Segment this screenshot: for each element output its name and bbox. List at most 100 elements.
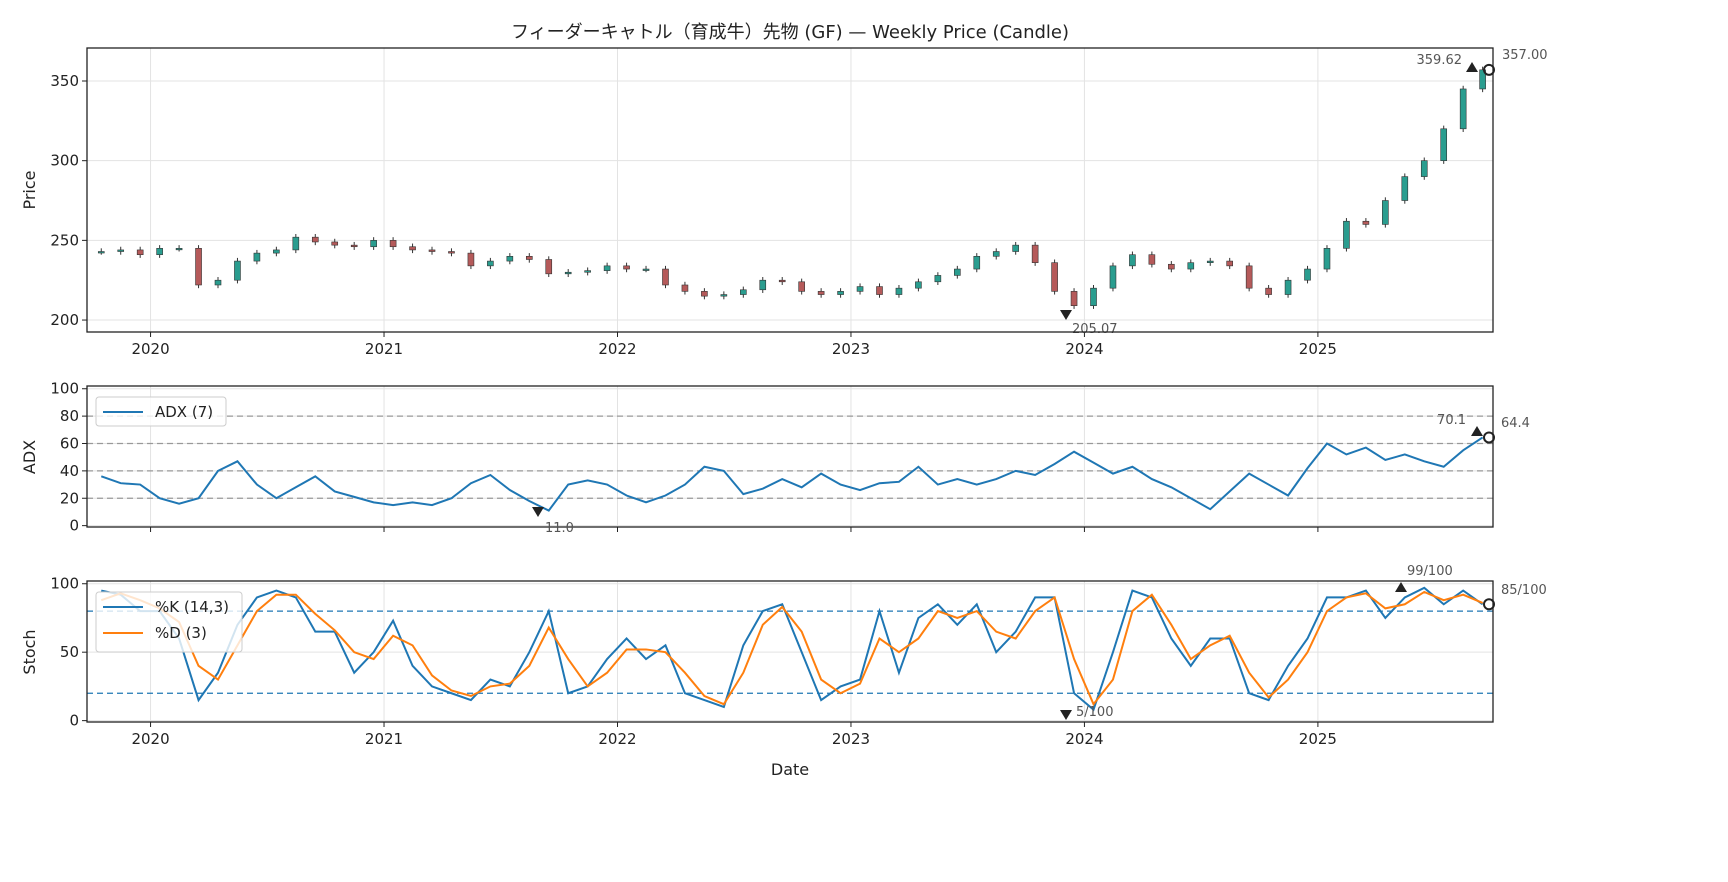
- candle-body: [1070, 291, 1078, 307]
- candle-body: [1420, 160, 1428, 177]
- candle-body: [214, 279, 222, 286]
- candle-body: [175, 248, 183, 251]
- candle-body: [1479, 69, 1486, 90]
- candle-body: [292, 236, 300, 251]
- max-marker: [1466, 62, 1478, 72]
- y-tick-label: 200: [50, 311, 79, 329]
- candle-body: [370, 240, 377, 248]
- candle-body: [584, 270, 591, 273]
- y-tick-label: 80: [60, 407, 79, 425]
- series-line: [100, 436, 1484, 512]
- x-tick-label: 2023: [832, 730, 870, 748]
- candle-body: [195, 248, 202, 286]
- y-tick-label: 300: [50, 152, 79, 170]
- candle-body: [1343, 220, 1350, 249]
- min-marker: [532, 507, 544, 517]
- candle-body: [1382, 200, 1389, 225]
- candle-body: [1090, 287, 1097, 307]
- candle-body: [1109, 265, 1117, 289]
- max-marker: [1471, 426, 1483, 436]
- last-marker: [1483, 431, 1495, 444]
- min-marker: [1060, 310, 1072, 320]
- adx-y-label: ADX: [20, 440, 39, 474]
- candle-body: [798, 281, 805, 292]
- last-annotation: 85/100: [1501, 583, 1547, 598]
- plot-frame: [86, 580, 1494, 723]
- candle-body: [350, 244, 358, 248]
- candle-body: [778, 279, 786, 283]
- y-tick-label: 60: [60, 434, 79, 452]
- y-tick-label: 350: [50, 72, 79, 90]
- candle-body: [545, 259, 553, 275]
- y-tick-label: 50: [60, 643, 79, 661]
- candle-body: [623, 265, 630, 270]
- candle-body: [234, 260, 241, 281]
- candle-body: [1148, 254, 1156, 265]
- candle-body: [525, 255, 533, 260]
- candle-body: [1012, 244, 1019, 252]
- x-axis-label: Date: [771, 760, 809, 779]
- candle-body: [1284, 279, 1292, 295]
- price-y-label: Price: [20, 170, 39, 209]
- candle-body: [1168, 263, 1175, 270]
- max-marker: [1395, 582, 1407, 592]
- candle-body: [1245, 265, 1253, 289]
- y-tick-label: 100: [50, 380, 79, 398]
- stoch-panel: 2020 2021 2022 2023 2024 2025 0 50 100 %K (14,3)%…: [50, 564, 1546, 748]
- candle-body: [1323, 248, 1331, 270]
- candle-body: [934, 275, 942, 283]
- chart-title: フィーダーキャトル（育成牛）先物 (GF) — Weekly Price (Ca…: [511, 22, 1069, 43]
- x-tick-label: 2021: [365, 730, 403, 748]
- candle-body: [895, 287, 903, 295]
- candle-body: [720, 294, 728, 297]
- y-tick-label: 20: [60, 489, 79, 507]
- candle-body: [409, 246, 416, 251]
- candle-body: [603, 265, 611, 271]
- candle-body: [1459, 88, 1467, 130]
- max-annotation: 70.1: [1437, 413, 1466, 428]
- candle-body: [136, 249, 144, 256]
- y-tick-label: 0: [69, 712, 79, 730]
- candle-body: [837, 291, 844, 295]
- candle-body: [1031, 244, 1039, 263]
- candle-body: [1187, 262, 1195, 270]
- legend-box: [95, 396, 227, 427]
- x-tick-label: 2022: [598, 730, 636, 748]
- candle-body: [331, 241, 339, 246]
- candle-body: [117, 249, 125, 252]
- candle-body: [662, 268, 669, 286]
- x-tick-label: 2021: [365, 340, 403, 358]
- candle-body: [467, 252, 475, 267]
- last-marker: [1483, 598, 1495, 611]
- y-tick-label: 40: [60, 462, 79, 480]
- legend-label: %D (3): [155, 624, 207, 642]
- y-tick-label: 0: [69, 517, 79, 535]
- candle-body: [1226, 260, 1233, 267]
- candle-body: [1206, 260, 1214, 263]
- last-annotation: 64.4: [1501, 416, 1530, 431]
- candle-body: [428, 249, 436, 252]
- stoch-y-label: Stoch: [20, 629, 39, 674]
- candle-body: [759, 279, 767, 291]
- min-annotation: 5/100: [1076, 705, 1113, 720]
- candle-body: [1129, 254, 1136, 267]
- adx-panel: 0 20 40 60 80 100 ADX (7) 70.1 11.0 64.4: [50, 380, 1530, 536]
- candle-body: [156, 248, 163, 256]
- candle-body: [1265, 287, 1272, 295]
- min-annotation: 11.0: [545, 521, 574, 536]
- candle-body: [273, 249, 280, 254]
- plot-frame: [86, 385, 1494, 528]
- x-tick-label: 2024: [1065, 340, 1103, 358]
- candle-body: [253, 252, 261, 262]
- candle-body: [97, 251, 105, 254]
- series-line: [101, 586, 1484, 712]
- x-tick-label: 2025: [1299, 730, 1337, 748]
- x-tick-label: 2025: [1299, 340, 1337, 358]
- candle-body: [1401, 176, 1409, 201]
- legend: ADX (7): [95, 396, 227, 427]
- plot-frame: [86, 47, 1494, 333]
- candle-body: [915, 281, 922, 289]
- candle-body: [1362, 220, 1370, 225]
- y-tick-label: 250: [50, 231, 79, 249]
